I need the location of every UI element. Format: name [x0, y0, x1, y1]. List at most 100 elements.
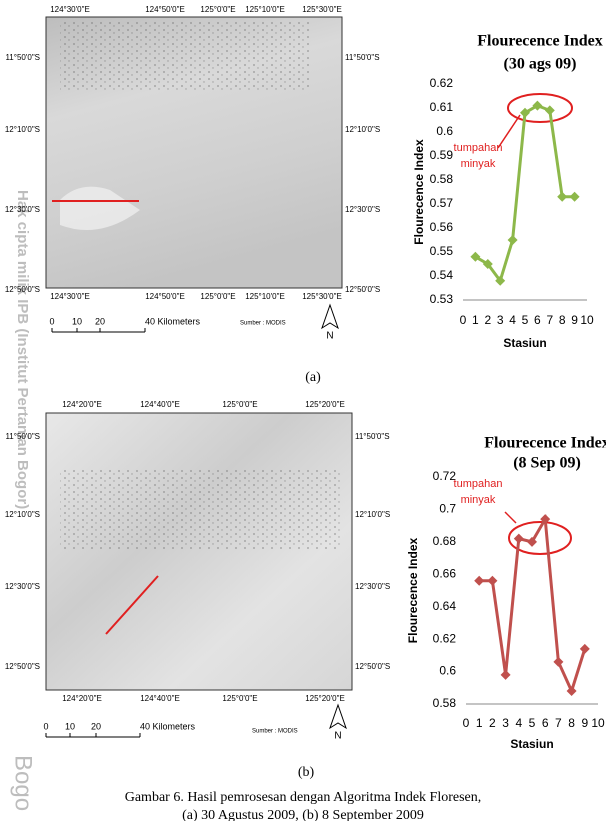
y-tick-label: 0.53 — [430, 292, 454, 306]
x-tick-label: 1 — [476, 716, 483, 730]
north-label: N — [326, 331, 333, 342]
x-tick-label: 10 — [580, 313, 594, 327]
chart-subtitle: (30 ags 09) — [504, 56, 577, 73]
data-marker — [487, 575, 498, 586]
data-marker — [544, 105, 555, 116]
map-label: 12°10'0"S — [355, 510, 390, 519]
x-tick-label: 5 — [529, 716, 536, 730]
y-tick-label: 0.56 — [430, 220, 454, 234]
data-marker — [527, 536, 537, 547]
watermark: Hak cipta milik IPB (Institut Pertanian … — [14, 190, 31, 509]
map-label: 12°50'0"S — [345, 285, 380, 294]
map-label: 125°0'0"E — [200, 292, 235, 301]
map-label: 12°10'0"S — [5, 125, 40, 134]
map-label: 124°20'0"E — [62, 400, 102, 409]
y-tick-label: 0.66 — [433, 566, 457, 580]
annotation: tumpahan — [454, 142, 503, 154]
figure-caption: Gambar 6. Hasil pemrosesan dengan Algori… — [125, 790, 482, 805]
y-tick-label: 0.62 — [430, 76, 454, 90]
map-label: 12°50'0"S — [5, 662, 40, 671]
map-label: 125°30'0"E — [302, 292, 342, 301]
scale-label: 0 — [43, 721, 48, 731]
map-label: 12°50'0"S — [355, 662, 390, 671]
y-tick-label: 0.68 — [433, 534, 457, 548]
y-tick-label: 0.62 — [433, 631, 457, 645]
x-tick-label: 7 — [555, 716, 562, 730]
y-tick-label: 0.58 — [433, 696, 457, 710]
north-arrow — [321, 303, 339, 330]
scale-label: 20 — [95, 316, 105, 326]
map-label: 11°50'0"S — [5, 53, 40, 62]
scale-label: 10 — [72, 316, 82, 326]
x-tick-label: 4 — [515, 716, 522, 730]
chart-subtitle: (8 Sep 09) — [513, 455, 581, 472]
map-label: 12°30'0"S — [345, 205, 380, 214]
watermark: Bogo — [10, 755, 37, 811]
map-image — [45, 412, 353, 691]
y-tick-label: 0.64 — [433, 599, 457, 613]
x-tick-label: 8 — [568, 716, 575, 730]
map-texture — [60, 20, 310, 90]
annotation: tumpahan — [454, 478, 503, 490]
map-label: 124°40'0"E — [140, 400, 180, 409]
data-marker — [474, 575, 485, 586]
data-line — [474, 103, 575, 285]
x-axis-label: Stasiun — [510, 737, 553, 751]
y-tick-label: 0.58 — [430, 172, 454, 186]
map-label: 124°40'0"E — [140, 694, 180, 703]
data-marker — [482, 259, 493, 269]
map-feature — [60, 186, 140, 230]
data-marker — [470, 251, 481, 262]
x-axis-label: Stasiun — [503, 336, 546, 350]
highlight-ellipse — [507, 93, 573, 123]
x-tick-label: 3 — [497, 313, 504, 327]
y-tick-label: 0.6 — [436, 124, 453, 138]
map-label: 125°10'0"E — [245, 5, 285, 14]
map-label: 124°30'0"E — [50, 292, 90, 301]
map-label: 12°30'0"S — [5, 205, 40, 214]
x-tick-label: 4 — [509, 313, 516, 327]
y-tick-label: 0.61 — [430, 100, 454, 114]
annotation: minyak — [461, 494, 496, 506]
data-marker — [532, 100, 543, 111]
annotation-arrow — [504, 511, 517, 524]
x-tick-label: 2 — [489, 716, 496, 730]
y-tick-label: 0.7 — [439, 502, 456, 516]
north-arrow — [329, 703, 347, 730]
transect-line — [105, 575, 159, 635]
map-label: 12°10'0"S — [345, 125, 380, 134]
x-tick-label: 2 — [484, 313, 491, 327]
data-marker — [553, 656, 564, 667]
x-tick-label: 6 — [542, 716, 549, 730]
caption: (a) — [305, 370, 321, 385]
data-marker — [520, 107, 530, 118]
x-tick-label: 9 — [581, 716, 588, 730]
map-label: 125°0'0"E — [222, 400, 257, 409]
data-marker — [557, 191, 568, 202]
map-label: 125°20'0"E — [305, 694, 345, 703]
x-tick-label: 1 — [472, 313, 479, 327]
data-marker — [500, 669, 511, 680]
y-tick-label: 0.57 — [430, 196, 454, 210]
y-tick-label: 0.55 — [430, 244, 454, 258]
y-axis-label: Flourecence Index — [412, 139, 426, 245]
map-label: 12°30'0"S — [355, 582, 390, 591]
annotation-arrow — [497, 114, 521, 149]
scale-label: 40 Kilometers — [140, 721, 196, 731]
map-label: 124°30'0"E — [50, 5, 90, 14]
map-label: 11°50'0"S — [5, 432, 40, 441]
x-tick-label: 0 — [460, 313, 467, 327]
map-label: 125°0'0"E — [222, 694, 257, 703]
map-source: Sumber : MODIS — [240, 321, 286, 327]
map-label: 124°20'0"E — [62, 694, 102, 703]
chart-title: Flourecence Index — [484, 435, 606, 452]
scale-label: 0 — [49, 316, 54, 326]
x-tick-label: 0 — [463, 716, 470, 730]
y-axis-label: Flourecence Index — [406, 537, 420, 643]
annotation: minyak — [461, 158, 496, 170]
map-label: 12°50'0"S — [5, 285, 40, 294]
y-tick-label: 0.72 — [433, 469, 457, 483]
data-marker — [513, 533, 524, 544]
map-source: Sumber : MODIS — [252, 729, 298, 735]
